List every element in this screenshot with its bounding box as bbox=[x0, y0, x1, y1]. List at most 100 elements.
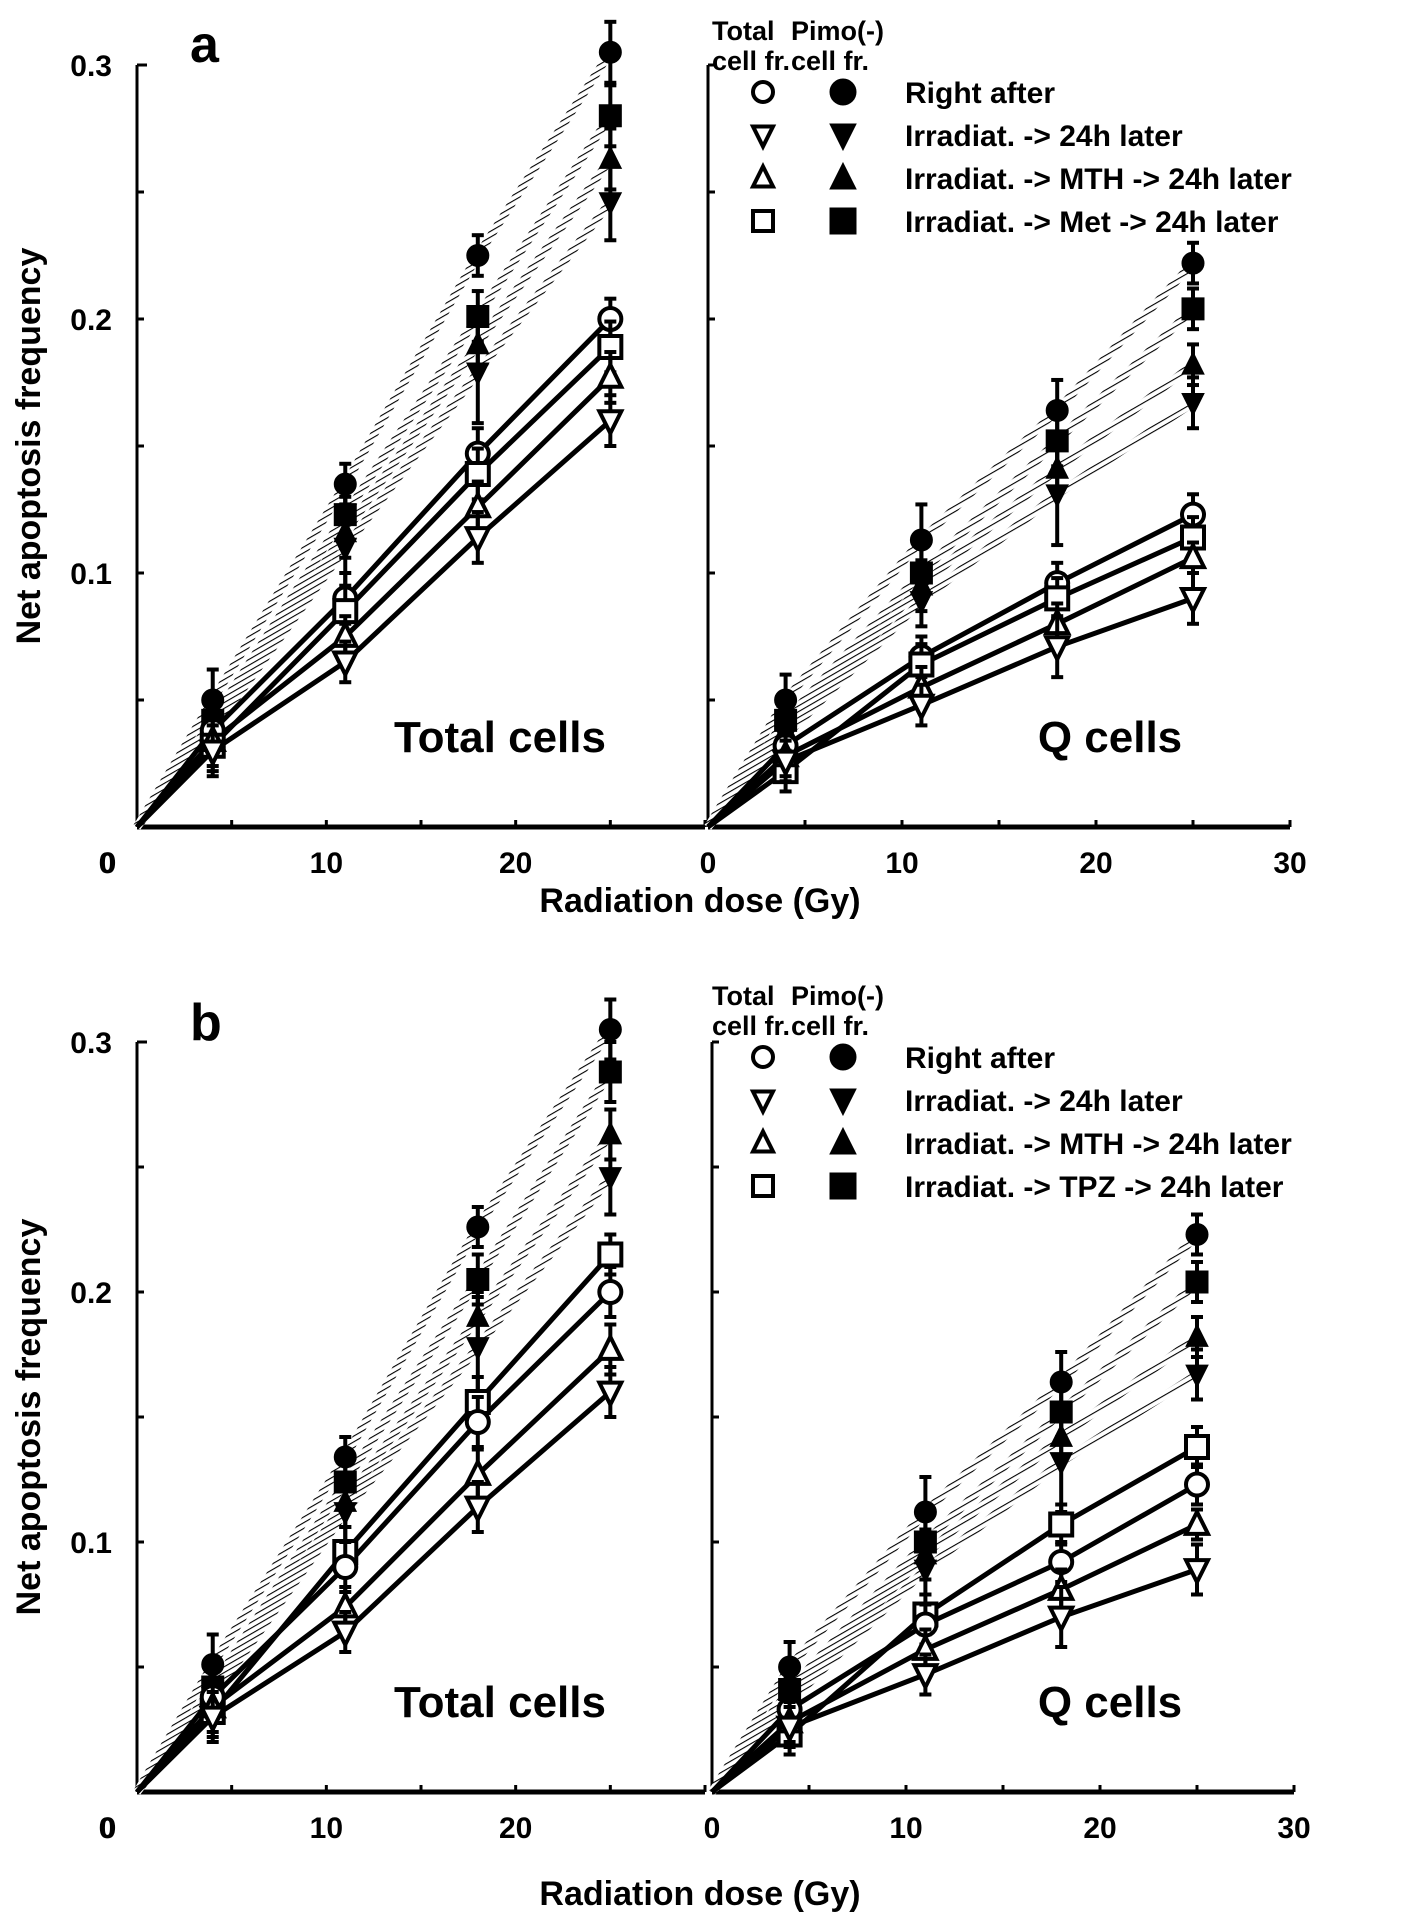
y-tick-label: 0.1 bbox=[70, 558, 112, 591]
legend-marker-pimo bbox=[829, 1172, 857, 1200]
legend-marker-total bbox=[751, 209, 775, 233]
data-point bbox=[908, 651, 935, 678]
legend-marker-pimo bbox=[829, 78, 857, 106]
data-point bbox=[1181, 350, 1205, 375]
x-tick-label: 20 bbox=[1079, 847, 1112, 880]
data-point bbox=[598, 192, 623, 216]
legend-label: Irradiat. -> 24h later bbox=[905, 1085, 1183, 1118]
data-point bbox=[596, 360, 625, 389]
legend-label: Right after bbox=[905, 77, 1055, 110]
data-point bbox=[1181, 392, 1205, 417]
y-tick-label: 0.2 bbox=[70, 1277, 112, 1310]
legend-marker-total bbox=[749, 1127, 777, 1154]
legend-header: Total bbox=[712, 981, 775, 1011]
data-point bbox=[1185, 1323, 1209, 1347]
y-tick-label: 0.3 bbox=[70, 50, 112, 83]
data-point bbox=[596, 409, 625, 438]
panel-letter: b bbox=[190, 994, 222, 1052]
data-point bbox=[1178, 587, 1208, 616]
data-point bbox=[1184, 1471, 1210, 1498]
subplot-title: Q cells bbox=[1038, 1678, 1182, 1727]
x-tick-label: 0 bbox=[704, 1812, 721, 1845]
subplot-total-cells: 0 10 20 Total cells bbox=[99, 19, 707, 880]
subplot-title: Q cells bbox=[1038, 713, 1182, 762]
legend-marker-pimo bbox=[829, 1088, 857, 1117]
x-tick-label: 20 bbox=[499, 847, 532, 880]
x-tick-label: 10 bbox=[310, 847, 343, 880]
legend-marker-pimo bbox=[829, 1126, 857, 1155]
x-tick-label: 30 bbox=[1273, 847, 1306, 880]
data-point bbox=[466, 1268, 490, 1291]
panel-b: b Net apoptosis frequency 0 0.1 0.2 0.3 Radiat… bbox=[10, 981, 1311, 1913]
data-point bbox=[1181, 297, 1205, 321]
x-axis-label: Radiation dose (Gy) bbox=[539, 1875, 860, 1913]
x-tick-label: 10 bbox=[885, 847, 918, 880]
x-tick-label: 10 bbox=[889, 1812, 922, 1845]
panel-letter: a bbox=[190, 16, 220, 74]
legend-label: Irradiat. -> Met -> 24h later bbox=[905, 206, 1279, 239]
x-tick-label: 10 bbox=[310, 1812, 343, 1845]
data-point bbox=[1185, 1223, 1209, 1246]
data-point bbox=[1049, 1452, 1074, 1476]
legend-header: Pimo(-) bbox=[791, 16, 884, 46]
data-point bbox=[913, 1559, 938, 1584]
x-tick-label: 20 bbox=[1083, 1812, 1116, 1845]
data-point bbox=[598, 40, 622, 64]
data-point bbox=[464, 1409, 491, 1435]
x-tick-label: 30 bbox=[1277, 1812, 1310, 1845]
legend-marker-pimo bbox=[829, 207, 857, 235]
legend-header: cell fr. bbox=[791, 1011, 869, 1041]
panel-a: a Net apoptosis frequency 0 0.1 0.2 0.3 Radiat… bbox=[10, 16, 1307, 920]
subplot-title: Total cells bbox=[394, 713, 606, 762]
y-tick-label: 0 bbox=[100, 1812, 117, 1845]
data-point bbox=[1045, 429, 1069, 453]
data-point bbox=[597, 1279, 624, 1305]
legend-label: Irradiat. -> 24h later bbox=[905, 120, 1183, 153]
data-point bbox=[198, 1705, 227, 1735]
data-point bbox=[598, 104, 622, 128]
data-point bbox=[598, 1060, 622, 1084]
y-axis-label: Net apoptosis frequency bbox=[10, 248, 48, 645]
y-tick-label: 0.1 bbox=[70, 1527, 112, 1560]
legend-label: Irradiat. -> MTH -> 24h later bbox=[905, 1128, 1292, 1161]
legend-marker-total bbox=[751, 1174, 775, 1198]
legend-marker-pimo bbox=[829, 161, 857, 190]
data-point bbox=[1182, 1507, 1212, 1536]
data-point bbox=[1184, 1434, 1210, 1460]
data-point bbox=[333, 1502, 358, 1526]
subplot-total-cells: 0 10 20 Total cells bbox=[99, 997, 707, 1845]
data-point bbox=[1046, 1605, 1076, 1635]
data-point bbox=[198, 739, 227, 768]
legend-label: Irradiat. -> MTH -> 24h later bbox=[905, 163, 1292, 196]
y-tick-label: 0 bbox=[100, 847, 117, 880]
data-point bbox=[1178, 540, 1208, 570]
data-point bbox=[331, 650, 360, 680]
data-point bbox=[465, 362, 490, 387]
legend-marker-total bbox=[751, 80, 775, 104]
x-tick-label: 0 bbox=[700, 847, 717, 880]
data-point bbox=[466, 1215, 490, 1239]
data-point bbox=[463, 1495, 493, 1525]
data-point bbox=[775, 1715, 804, 1745]
legend-marker-total bbox=[749, 162, 777, 189]
data-point bbox=[333, 537, 358, 562]
data-point bbox=[464, 460, 491, 487]
x-axis-label: Radiation dose (Gy) bbox=[539, 882, 860, 920]
data-point bbox=[1185, 1270, 1209, 1294]
legend-header: cell fr. bbox=[712, 1011, 790, 1041]
data-point bbox=[596, 1332, 625, 1361]
legend-header: cell fr. bbox=[791, 46, 869, 76]
data-point bbox=[463, 526, 493, 555]
data-point bbox=[911, 1663, 940, 1692]
subplot-q-cells: 0 10 20 30 Q cells bbox=[700, 63, 1307, 880]
y-axis-label: Net apoptosis frequency bbox=[10, 1219, 48, 1616]
legend-marker-pimo bbox=[829, 123, 857, 152]
data-point bbox=[909, 591, 934, 615]
data-point bbox=[1048, 1511, 1075, 1538]
legend-header: Total bbox=[712, 16, 775, 46]
x-tick-label: 20 bbox=[499, 1812, 532, 1845]
x-tick-label: 0 bbox=[99, 1812, 116, 1845]
data-point bbox=[331, 1620, 360, 1650]
